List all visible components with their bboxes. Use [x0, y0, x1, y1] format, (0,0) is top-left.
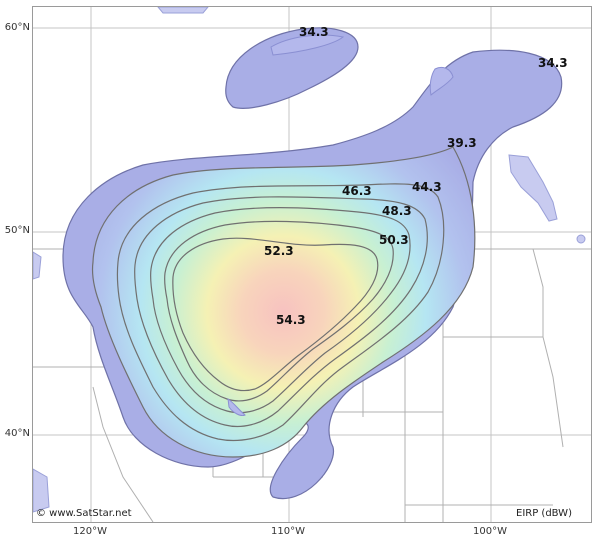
contour-44-3	[116, 183, 445, 442]
contour-39-3	[91, 146, 476, 458]
contour-label: 39.3	[447, 136, 477, 150]
contour-label: 34.3	[538, 56, 568, 70]
map-frame: 34.3 34.3 39.3 44.3 46.3 48.3 50.3 52.3 …	[32, 6, 592, 523]
latitude-label: 50°N	[4, 225, 30, 236]
contour-label: 34.3	[299, 25, 329, 39]
longitude-label: 110°W	[271, 526, 305, 537]
contour-label: 44.3	[412, 180, 442, 194]
longitude-label: 100°W	[473, 526, 507, 537]
contour-value-labels: 34.3 34.3 39.3 44.3 46.3 48.3 50.3 52.3 …	[264, 25, 568, 327]
beam-core	[92, 147, 475, 457]
water-bodies	[33, 7, 586, 513]
units-label: EIRP (dBW)	[516, 508, 572, 519]
lakes	[227, 34, 454, 416]
latitude-label: 60°N	[4, 22, 30, 33]
copyright-credit: © www.SatStar.net	[36, 508, 132, 519]
coverage-map: 34.3 34.3 39.3 44.3 46.3 48.3 50.3 52.3 …	[33, 7, 591, 522]
contour-label: 48.3	[382, 204, 412, 218]
contour-52-3	[172, 237, 379, 392]
contour-48-3	[150, 207, 411, 414]
contour-label: 54.3	[276, 313, 306, 327]
contour-34-3-north	[225, 27, 359, 109]
contour-50-3	[164, 220, 394, 402]
contour-label: 50.3	[379, 233, 409, 247]
contour-46-3	[134, 196, 428, 428]
contour-lines	[91, 146, 476, 458]
latitude-label: 40°N	[4, 428, 30, 439]
contour-label: 52.3	[264, 244, 294, 258]
contour-label: 46.3	[342, 184, 372, 198]
longitude-label: 120°W	[73, 526, 107, 537]
